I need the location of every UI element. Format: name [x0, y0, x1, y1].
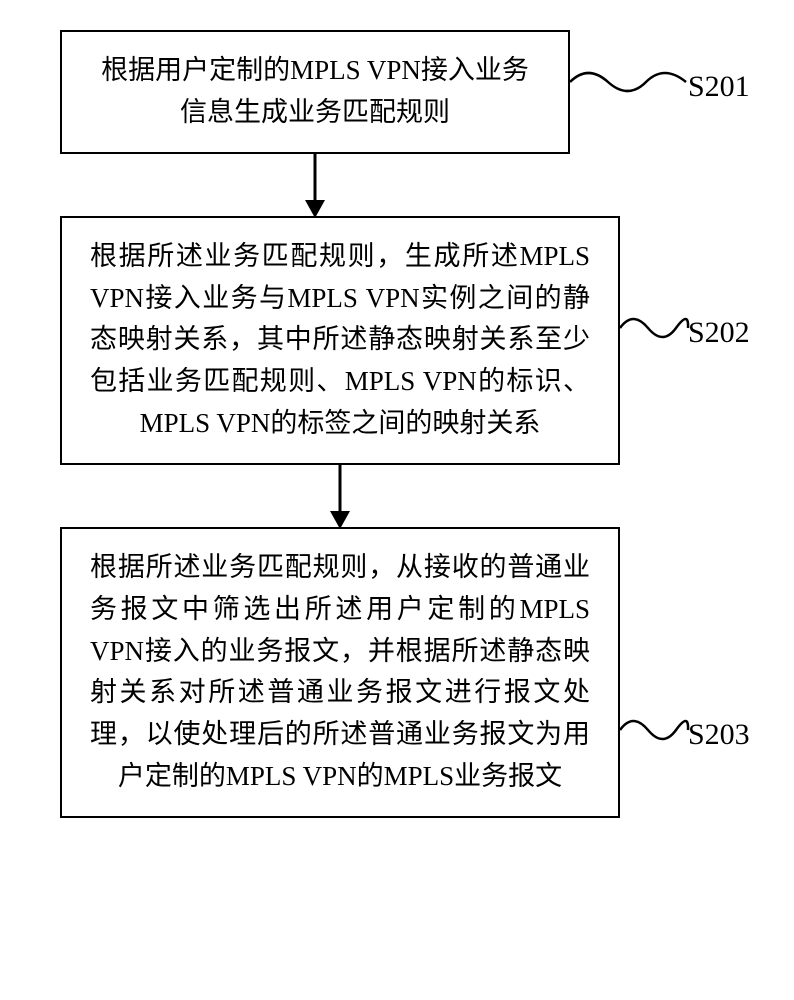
- flow-node-s201: 根据用户定制的MPLS VPN接入业务信息生成业务匹配规则: [60, 30, 570, 154]
- step-label-s202: S202: [688, 316, 750, 350]
- squiggle-s201: [568, 62, 688, 102]
- arrow-s201-s202: [60, 154, 570, 216]
- step-label-s201: S201: [688, 70, 750, 104]
- flowchart-container: 根据用户定制的MPLS VPN接入业务信息生成业务匹配规则 根据所述业务匹配规则…: [60, 30, 740, 818]
- node-text: 根据用户定制的MPLS VPN接入业务信息生成业务匹配规则: [101, 55, 529, 127]
- flow-node-s203: 根据所述业务匹配规则，从接收的普通业务报文中筛选出所述用户定制的MPLS VPN…: [60, 527, 620, 818]
- node-text: 根据所述业务匹配规则，从接收的普通业务报文中筛选出所述用户定制的MPLS VPN…: [90, 552, 590, 791]
- node-text: 根据所述业务匹配规则，生成所述MPLS VPN接入业务与MPLS VPN实例之间…: [90, 241, 590, 438]
- squiggle-s202: [618, 308, 690, 348]
- squiggle-s203: [618, 710, 690, 750]
- flow-node-s202: 根据所述业务匹配规则，生成所述MPLS VPN接入业务与MPLS VPN实例之间…: [60, 216, 620, 465]
- step-label-s203: S203: [688, 718, 750, 752]
- arrow-s202-s203: [60, 465, 620, 527]
